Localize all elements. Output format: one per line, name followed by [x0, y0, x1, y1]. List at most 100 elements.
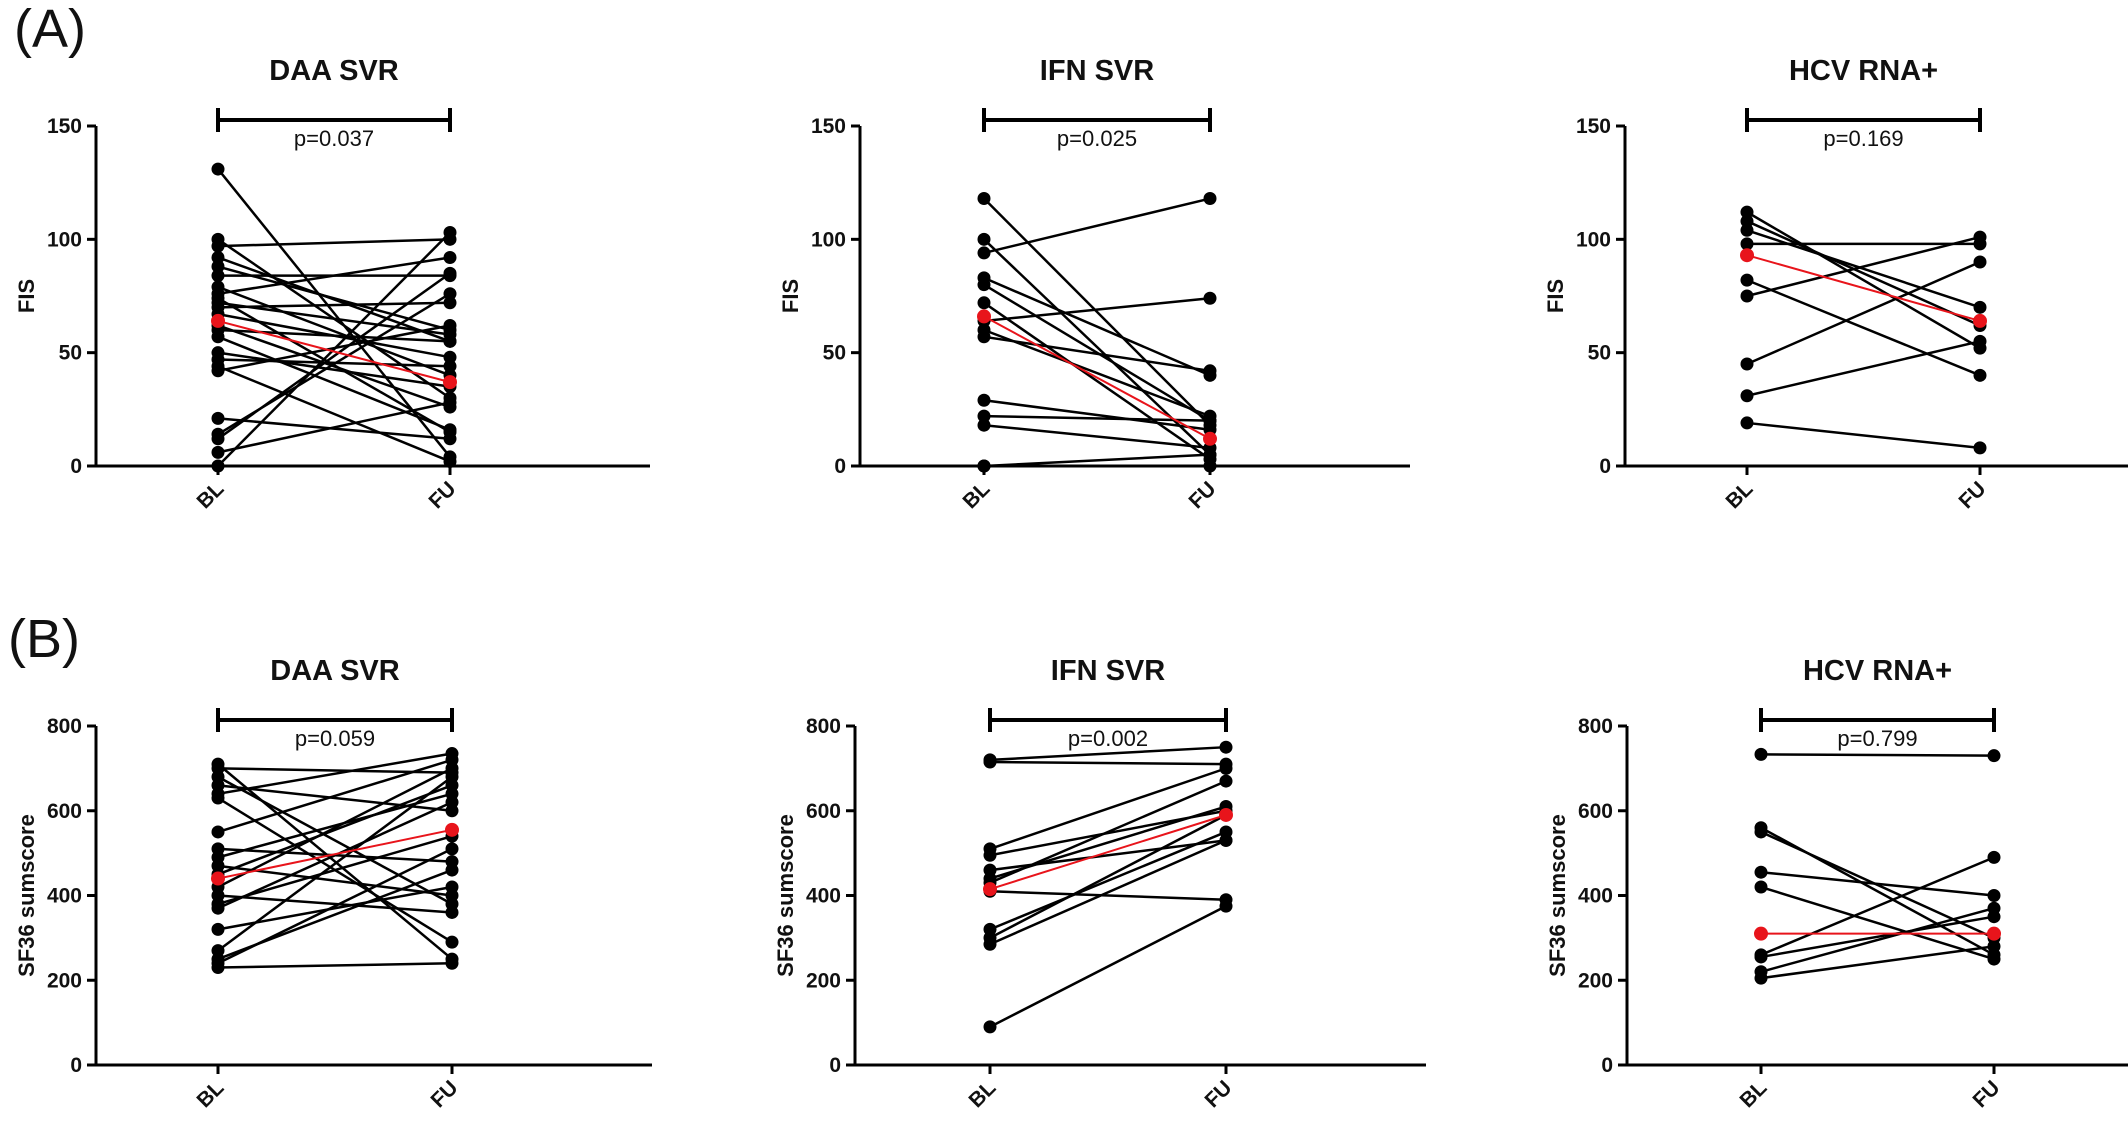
data-point-fu — [1987, 749, 2001, 763]
series-line — [989, 830, 1227, 931]
data-point-bl — [977, 278, 991, 292]
series-line — [983, 453, 1211, 468]
series-line — [1746, 340, 1981, 397]
subject-series — [211, 396, 457, 459]
series-line — [217, 962, 453, 969]
data-point-bl — [211, 901, 225, 915]
subject-series — [1740, 273, 1987, 382]
series-line — [1746, 211, 1981, 350]
subject-series — [1740, 223, 1987, 314]
data-point-bl — [983, 755, 997, 769]
subject-series — [977, 296, 1217, 466]
series-line — [217, 256, 451, 295]
mean-series — [211, 313, 457, 390]
data-point-bl — [211, 791, 225, 805]
mean-point-fu — [443, 375, 457, 390]
series-line — [217, 272, 451, 440]
subject-series — [977, 323, 1217, 423]
data-point-fu — [1973, 441, 1987, 455]
y-tick-label: 50 — [59, 342, 82, 365]
series-line — [217, 351, 451, 388]
series-line — [989, 904, 1227, 1028]
data-point-bl — [977, 246, 991, 260]
y-tick-label: 0 — [834, 455, 846, 478]
subject-series — [977, 409, 1217, 428]
subject-series — [211, 761, 459, 894]
data-point-bl — [977, 192, 991, 206]
subject-series — [983, 800, 1233, 886]
chart-1: 0 50 100 150 BL FU FIS DAA SVR p=0.037 — [14, 55, 650, 513]
series-line — [983, 328, 1211, 418]
mean-point-fu — [445, 822, 459, 837]
y-axis-label: FIS — [778, 279, 803, 313]
series-line — [217, 231, 451, 467]
data-point-fu — [443, 359, 457, 373]
y-tick-label: 0 — [70, 455, 82, 478]
series-line — [217, 758, 453, 834]
subject-series — [1740, 214, 1987, 332]
data-point-bl — [1754, 950, 1768, 964]
data-point-fu — [443, 432, 457, 446]
data-point-fu — [1973, 368, 1987, 382]
series-line — [1760, 753, 1995, 757]
subject-series — [211, 330, 457, 437]
data-point-fu — [1219, 740, 1233, 754]
x-tick-label-fu: FU — [1200, 1076, 1236, 1112]
series-line — [217, 775, 453, 952]
series-line — [217, 301, 451, 336]
data-point-fu — [443, 423, 457, 437]
data-point-bl — [1754, 880, 1768, 894]
data-point-bl — [1740, 237, 1754, 251]
y-tick-label: 100 — [811, 228, 846, 251]
data-point-bl — [983, 848, 997, 862]
series-line — [1760, 870, 1995, 897]
mean-series — [983, 807, 1233, 897]
data-point-bl — [211, 364, 225, 378]
y-axis-label: SF36 sumscore — [14, 814, 39, 977]
subject-series — [1740, 416, 1987, 455]
chart-title: HCV RNA+ — [1789, 55, 1938, 87]
series-line — [1760, 856, 1995, 956]
p-value: p=0.059 — [295, 726, 375, 751]
subject-series — [977, 448, 1217, 473]
subject-series — [983, 808, 1233, 945]
series-line — [217, 365, 451, 463]
data-point-bl — [211, 825, 225, 839]
series-line — [983, 399, 1211, 431]
y-tick-label: 150 — [47, 115, 82, 138]
data-point-bl — [211, 239, 225, 253]
data-point-fu — [443, 287, 457, 301]
chart-title: HCV RNA+ — [1803, 655, 1952, 687]
series-line — [983, 301, 1211, 461]
y-tick-label: 0 — [829, 1054, 841, 1077]
series-line — [217, 265, 451, 332]
data-point-fu — [443, 226, 457, 240]
data-point-fu — [1203, 459, 1217, 473]
subject-series — [1740, 205, 1987, 355]
subject-series — [211, 956, 459, 975]
y-tick-label: 150 — [1576, 115, 1611, 138]
series-line — [983, 335, 1211, 373]
series-line — [217, 801, 453, 910]
y-tick-label: 0 — [70, 1054, 82, 1077]
y-tick-label: 200 — [47, 969, 82, 992]
x-tick-label-fu: FU — [1184, 477, 1220, 513]
data-point-fu — [1203, 414, 1217, 428]
mean-line — [983, 315, 1211, 440]
data-point-bl — [1754, 747, 1768, 761]
data-point-fu — [1203, 364, 1217, 378]
data-point-bl — [1740, 223, 1754, 237]
series-line — [217, 285, 451, 377]
y-tick-label: 50 — [1588, 342, 1611, 365]
series-line — [989, 890, 1227, 901]
data-point-bl — [983, 937, 997, 951]
subject-series — [211, 770, 459, 911]
subject-series — [211, 266, 457, 446]
x-tick-label-fu: FU — [424, 477, 460, 513]
series-line — [217, 335, 451, 431]
subject-series — [211, 226, 457, 473]
data-point-fu — [445, 935, 459, 949]
y-axis-label: SF36 sumscore — [1545, 814, 1570, 977]
series-line — [217, 301, 451, 309]
data-point-fu — [445, 842, 459, 856]
